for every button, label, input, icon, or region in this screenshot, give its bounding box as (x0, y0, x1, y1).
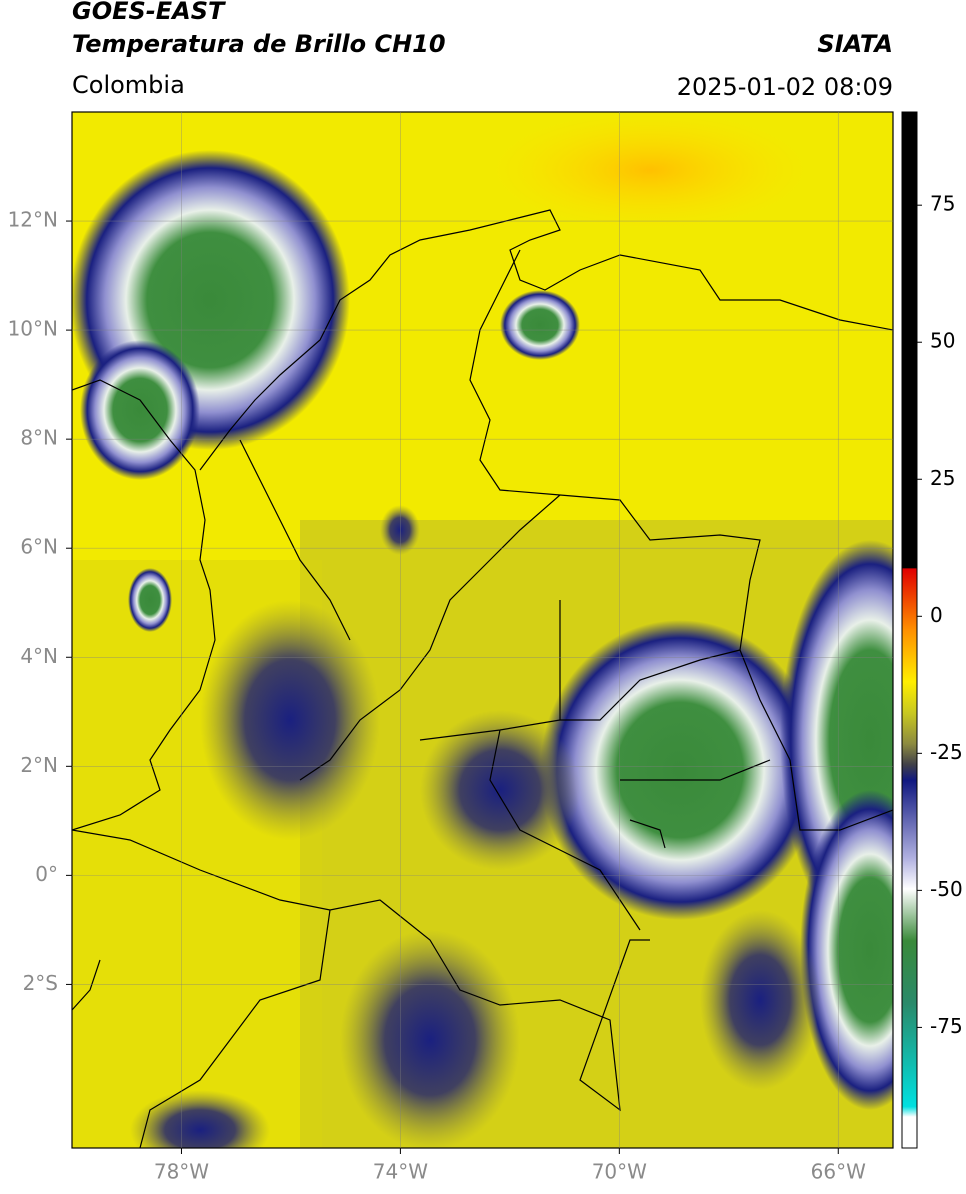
agency: SIATA (817, 30, 893, 58)
region: Colombia (72, 71, 185, 99)
colorbar-tick-label: 25 (930, 466, 955, 490)
graticule (72, 112, 893, 1148)
y-tick-label: 2°N (20, 753, 58, 777)
map-frame (71, 111, 894, 1149)
datetime: 2025-01-02 08:09 (677, 73, 893, 101)
colorbar (901, 111, 918, 1149)
x-tick-label: 66°W (811, 1160, 866, 1184)
x-tick-label: 78°W (154, 1160, 209, 1184)
y-tick-label: 12°N (8, 208, 58, 232)
colorbar-tick-label: -75 (930, 1014, 963, 1038)
colorbar-tick-label: 0 (930, 603, 943, 627)
satellite-image (72, 112, 893, 1148)
colorbar-tick-label: -25 (930, 740, 963, 764)
x-tick-label: 70°W (592, 1160, 647, 1184)
y-tick-label: 4°N (20, 644, 58, 668)
title: Temperatura de Brillo CH10 (72, 30, 446, 58)
y-tick-label: 8°N (20, 426, 58, 450)
y-tick-label: 6°N (20, 535, 58, 559)
y-tick-label: 0° (35, 862, 58, 886)
colorbar-tick-label: 75 (930, 192, 955, 216)
colorbar-tick-label: 50 (930, 329, 955, 353)
colorbar-tick-label: -50 (930, 877, 963, 901)
x-tick-label: 74°W (373, 1160, 428, 1184)
y-tick-label: 10°N (8, 317, 58, 341)
y-tick-label: 2°S (23, 971, 58, 995)
source: GOES-EAST (72, 0, 226, 25)
